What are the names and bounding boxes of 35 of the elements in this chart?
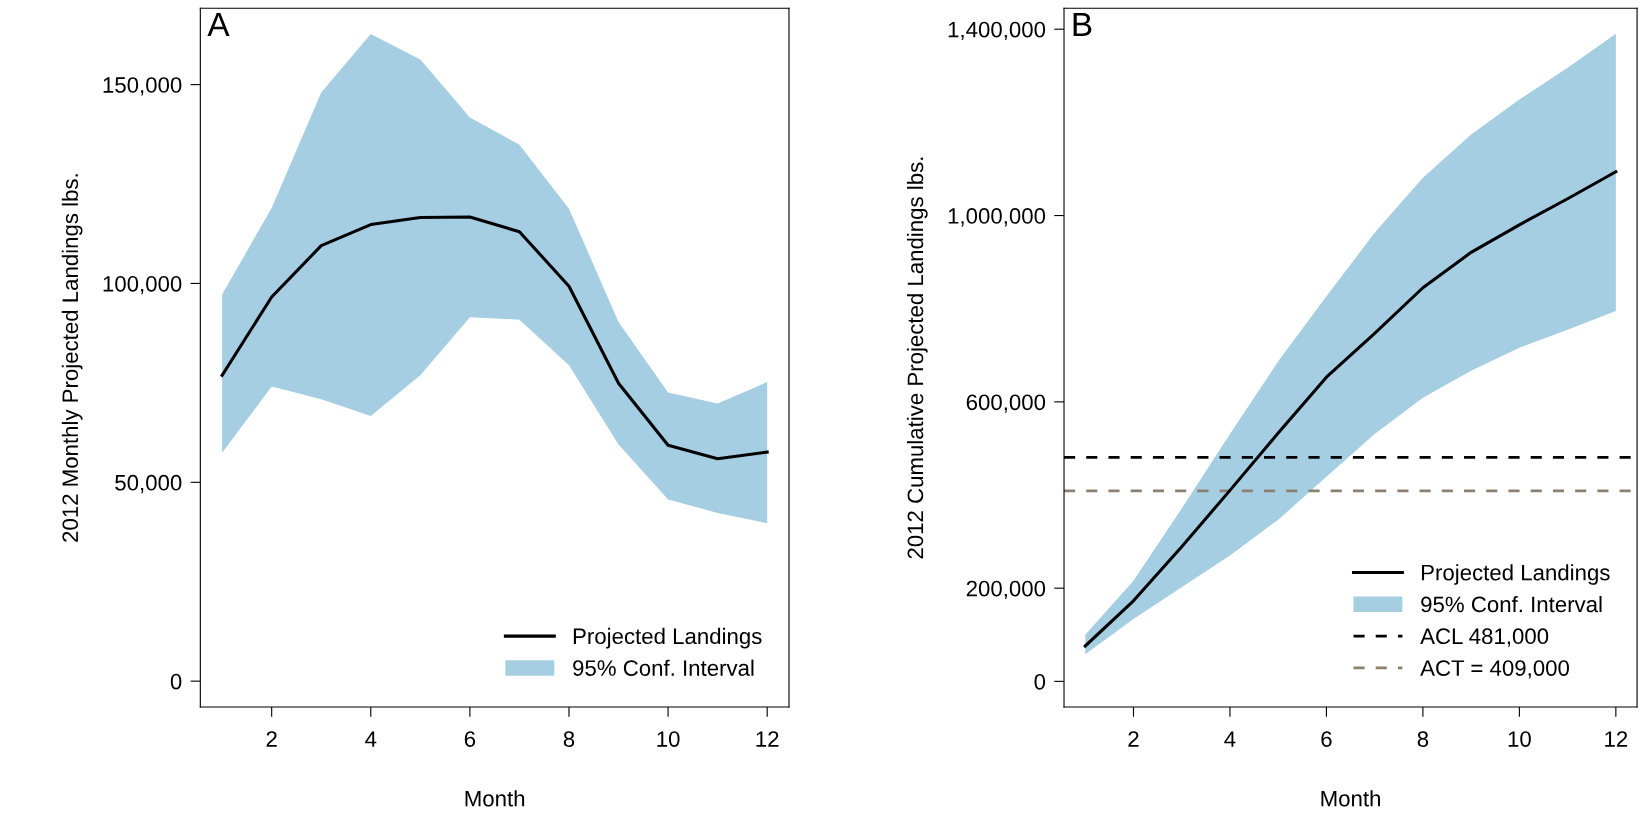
x-tick-label: 4 bbox=[1224, 731, 1236, 747]
x-tick-label: 6 bbox=[464, 731, 476, 747]
x-axis-title: Month bbox=[465, 790, 525, 807]
line-series bbox=[1083, 170, 1618, 648]
line-series bbox=[220, 215, 769, 461]
x-tick-label: 2 bbox=[1128, 731, 1139, 747]
y-axis-title: 2012 Cumulative Projected Landings lbs. bbox=[906, 157, 928, 559]
x-tick-label: 6 bbox=[1321, 731, 1332, 747]
x-tick-label: 10 bbox=[1508, 731, 1531, 747]
x-tick-label: 8 bbox=[563, 731, 575, 747]
y-tick-label: 0 bbox=[1034, 673, 1046, 690]
legend-label: 95% Conf. Interval bbox=[573, 659, 754, 676]
legend-label: ACL 481,000 bbox=[1420, 628, 1549, 647]
y-tick-label: 1,000,000 bbox=[948, 208, 1046, 227]
y-tick-label: 200,000 bbox=[966, 580, 1046, 600]
y-tick-label: 150,000 bbox=[103, 77, 182, 96]
annotation: A bbox=[207, 12, 230, 36]
x-tick-label: 4 bbox=[365, 731, 377, 747]
x-tick-label: 2 bbox=[266, 731, 277, 747]
legend-label: ACT = 409,000 bbox=[1420, 660, 1569, 679]
legend-label: 95% Conf. Interval bbox=[1421, 595, 1602, 613]
x-tick-label: 12 bbox=[1605, 731, 1628, 747]
y-tick-label: 0 bbox=[170, 673, 182, 690]
x-axis-title: Month bbox=[1321, 790, 1380, 807]
y-tick-label: 1,400,000 bbox=[948, 21, 1046, 41]
x-tick-label: 10 bbox=[657, 731, 680, 747]
y-tick-label: 600,000 bbox=[966, 394, 1046, 413]
x-tick-label: 12 bbox=[756, 731, 779, 747]
annotation: B bbox=[1073, 12, 1092, 36]
x-tick-label: 8 bbox=[1417, 731, 1429, 747]
legend-label: Projected Landings bbox=[1421, 564, 1610, 585]
y-tick-label: 50,000 bbox=[115, 474, 182, 494]
y-axis-title: 2012 Monthly Projected Landings lbs. bbox=[61, 174, 83, 542]
legend-label: Projected Landings bbox=[573, 627, 762, 649]
y-tick-label: 100,000 bbox=[103, 275, 182, 295]
